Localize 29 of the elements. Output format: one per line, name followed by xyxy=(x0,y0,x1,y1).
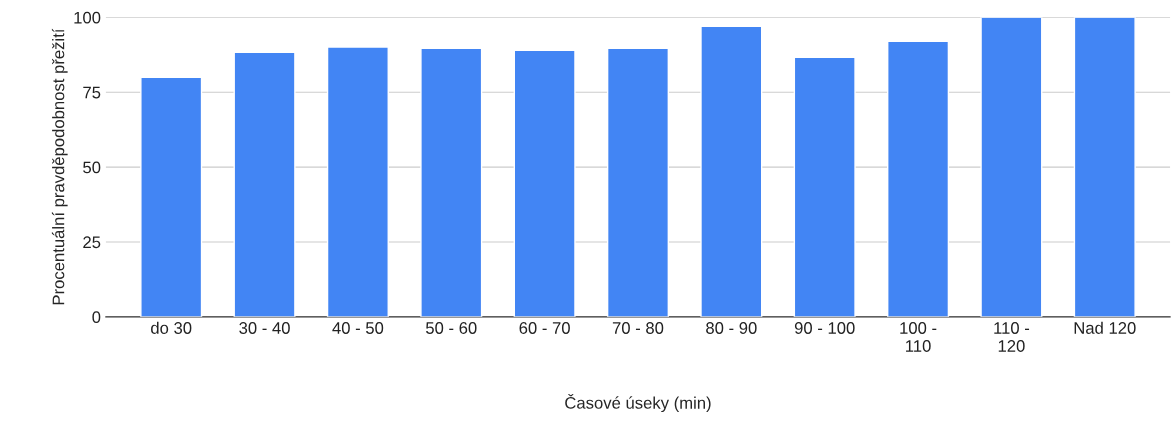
x-tick-label: Nad 120 xyxy=(1074,321,1136,334)
x-tick-label: 60 - 70 xyxy=(519,322,570,334)
x-tick-label: 110 - 120 xyxy=(994,322,1030,352)
bar xyxy=(700,25,763,317)
x-tick-label: 40 - 50 xyxy=(332,322,384,334)
y-tick-label: 0 xyxy=(92,311,101,324)
bar xyxy=(793,56,856,317)
bar xyxy=(420,47,483,317)
bar xyxy=(606,47,670,317)
x-tick-label: 80 - 90 xyxy=(706,322,757,334)
x-axis-title: Časové úseky (min) xyxy=(565,394,711,413)
bar xyxy=(1073,17,1136,317)
bar xyxy=(513,49,576,317)
x-tick-label: do 30 xyxy=(151,321,192,334)
bar xyxy=(326,46,389,317)
x-tick-label: 90 - 100 xyxy=(794,322,855,334)
x-tick-label: 50 - 60 xyxy=(425,322,477,334)
y-tick-label: 25 xyxy=(83,236,101,249)
y-tick-label: 100 xyxy=(74,11,101,24)
x-tick-label: 70 - 80 xyxy=(612,322,664,334)
y-axis-title: Procentuální pravděpodobnost přežití xyxy=(51,28,68,305)
bar xyxy=(233,51,296,317)
bar xyxy=(140,76,203,317)
x-tick-label: 100 - 110 xyxy=(900,322,937,352)
y-tick-label: 75 xyxy=(83,86,101,99)
x-tick-label: 30 - 40 xyxy=(239,322,290,334)
bar xyxy=(980,17,1043,317)
y-tick-label: 50 xyxy=(83,161,101,174)
bar xyxy=(887,40,950,317)
